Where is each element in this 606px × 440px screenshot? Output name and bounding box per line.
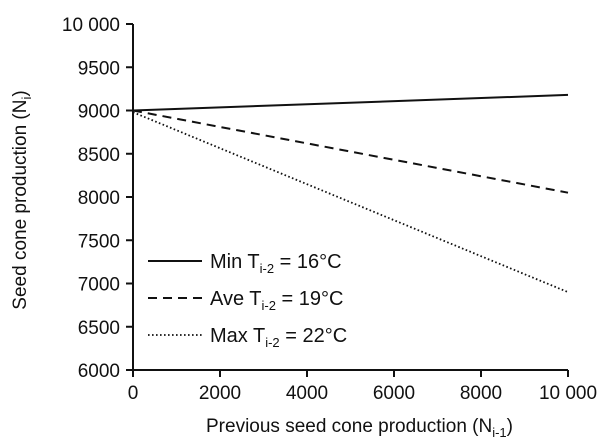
legend-temp-value: = 19°C <box>276 288 343 310</box>
legend-temp-var: T <box>249 288 261 310</box>
legend-temp-var: T <box>247 251 259 273</box>
x-tick-label: 0 <box>128 383 139 404</box>
legend-series-name: Max <box>210 325 253 347</box>
legend-temp-subscript: i-2 <box>265 335 279 350</box>
plot-lines <box>132 93 569 293</box>
x-axis-title: Previous seed cone production (Ni-1) <box>206 416 513 440</box>
x-tick-label: 2000 <box>199 383 241 404</box>
series-line-ave <box>132 109 569 194</box>
x-tick-label: 10 000 <box>539 383 597 404</box>
x-tick-label: 8000 <box>460 383 502 404</box>
x-axis-title-suffix: ) <box>507 416 513 437</box>
legend-label-min: Min Ti-2 = 16°C <box>210 251 342 276</box>
x-tick-label: 6000 <box>373 383 415 404</box>
legend-label-max: Max Ti-2 = 22°C <box>210 325 347 350</box>
y-tick-label: 9500 <box>78 58 120 79</box>
series-line-max <box>132 111 569 293</box>
legend-temp-value: = 22°C <box>280 325 347 347</box>
y-tick-label: 8000 <box>78 188 120 209</box>
x-axis-title-subscript: i-1 <box>492 425 506 440</box>
legend-temp-var: T <box>253 325 265 347</box>
legend-label-ave: Ave Ti-2 = 19°C <box>210 288 343 313</box>
y-tick-label: 6000 <box>78 361 120 382</box>
legend-series-name: Min <box>210 251 247 273</box>
y-axis-title: Seed cone production (Ni) <box>10 90 34 309</box>
legend-temp-subscript: i-2 <box>260 261 274 276</box>
legend-temp-subscript: i-2 <box>262 298 276 313</box>
y-tick-label: 7000 <box>78 275 120 296</box>
y-tick-label: 9000 <box>78 102 120 123</box>
legend-temp-value: = 16°C <box>274 251 341 273</box>
legend-series-name: Ave <box>210 288 249 310</box>
series-line-min <box>132 93 569 112</box>
y-tick-label: 7500 <box>78 231 120 252</box>
y-tick-label: 10 000 <box>62 15 120 36</box>
axes: 6000 6500 7000 7500 8000 8500 9000 9500 10 000 0 2… <box>10 15 597 440</box>
x-axis-title-text: Previous seed cone production (N <box>206 416 492 437</box>
y-axis-title-subscript: i <box>19 97 34 100</box>
x-tick-label: 4000 <box>286 383 328 404</box>
y-tick-label: 8500 <box>78 145 120 166</box>
y-axis-title-suffix: ) <box>10 90 31 96</box>
y-tick-label: 6500 <box>78 318 120 339</box>
legend: Min Ti-2 = 16°C Ave Ti-2 = 19°C Max Ti-2 =… <box>148 251 347 350</box>
y-axis-title-text: Seed cone production (N <box>10 100 31 310</box>
